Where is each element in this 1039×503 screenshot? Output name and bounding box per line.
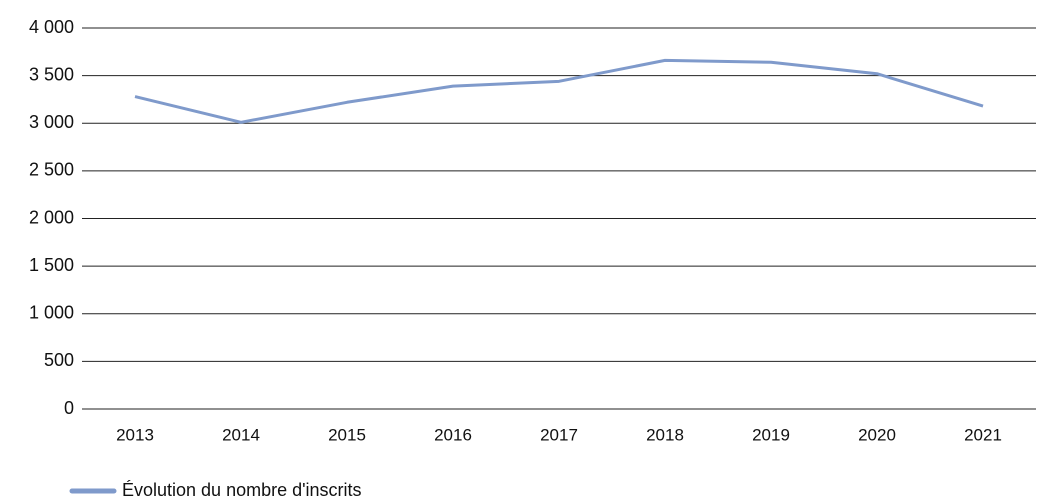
x-tick-label: 2015 (328, 425, 366, 444)
y-tick-label: 500 (44, 350, 74, 370)
x-tick-label: 2014 (222, 425, 260, 444)
x-tick-label: 2016 (434, 425, 472, 444)
x-tick-label: 2020 (858, 425, 896, 444)
y-tick-label: 0 (64, 398, 74, 418)
y-tick-label: 4 000 (29, 17, 74, 37)
y-tick-label: 1 000 (29, 303, 74, 323)
y-tick-label: 2 500 (29, 160, 74, 180)
y-tick-label: 3 000 (29, 112, 74, 132)
x-tick-label: 2017 (540, 425, 578, 444)
y-tick-label: 2 000 (29, 207, 74, 227)
y-tick-label: 3 500 (29, 64, 74, 84)
y-tick-label: 1 500 (29, 255, 74, 275)
x-tick-label: 2019 (752, 425, 790, 444)
x-tick-label: 2018 (646, 425, 684, 444)
x-tick-label: 2021 (964, 425, 1002, 444)
series-line (134, 58, 984, 124)
legend-label: Évolution du nombre d'inscrits (122, 480, 362, 500)
x-tick-label: 2013 (116, 425, 154, 444)
